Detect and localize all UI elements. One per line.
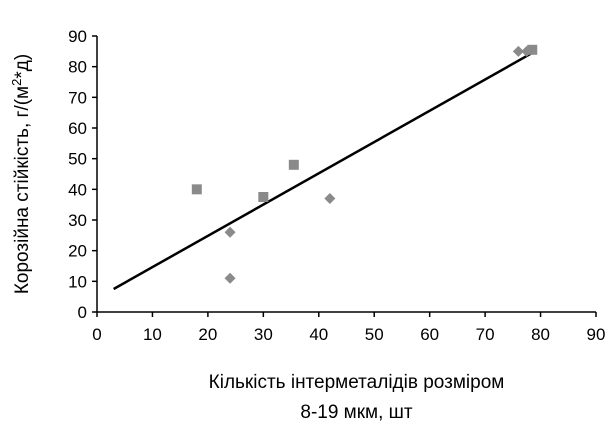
y-tick-label: 0 [78, 303, 87, 322]
x-tick-label: 30 [254, 325, 273, 344]
x-tick-label: 40 [309, 325, 328, 344]
x-axis-title-line-2: 8-19 мкм, шт [300, 402, 413, 423]
x-axis-title-line-1: Кількість інтерметалідів розміром [209, 372, 505, 393]
trendline-group [113, 50, 536, 291]
x-tick-label: 60 [420, 325, 439, 344]
points-group [191, 44, 538, 284]
x-tick-label: 90 [587, 325, 606, 344]
x-tick-label: 0 [92, 325, 101, 344]
trendline [113, 50, 536, 291]
square-point [288, 159, 299, 170]
diamond-point [224, 226, 236, 238]
y-tick-label: 80 [68, 58, 87, 77]
axis-titles: Кількість інтерметалідів розміром 8-19 м… [9, 54, 504, 423]
diamond-point [324, 193, 336, 205]
y-tick-label: 60 [68, 119, 87, 138]
y-axis-title: Корозійна стійкість, г/(м2*д) [9, 54, 33, 294]
y-tick-label: 40 [68, 180, 87, 199]
y-axis-title-tail: *д) [12, 54, 33, 79]
x-tick-label: 70 [476, 325, 495, 344]
x-tick-label: 50 [365, 325, 384, 344]
y-axis-title-main: Корозійна стійкість, г/(м [12, 86, 33, 294]
y-tick-label: 90 [68, 27, 87, 46]
x-axis: 0 10 20 30 40 50 60 70 80 90 [92, 311, 606, 344]
diamond-point [512, 45, 524, 57]
square-point [258, 192, 269, 202]
y-tick-label: 10 [68, 272, 87, 291]
y-tick-label: 50 [68, 150, 87, 169]
x-tick-label: 20 [198, 325, 217, 344]
y-tick-label: 30 [68, 211, 87, 230]
x-tick-label: 10 [143, 325, 162, 344]
square-point [527, 44, 538, 55]
diamond-point [224, 272, 236, 284]
y-axis-title-superscript: 2 [9, 79, 24, 86]
y-tick-label: 70 [68, 88, 87, 107]
x-tick-label: 80 [531, 325, 550, 344]
square-point [191, 184, 202, 195]
y-tick-label: 20 [68, 242, 87, 261]
y-axis: 0 10 20 30 40 50 60 70 80 90 [68, 27, 98, 322]
